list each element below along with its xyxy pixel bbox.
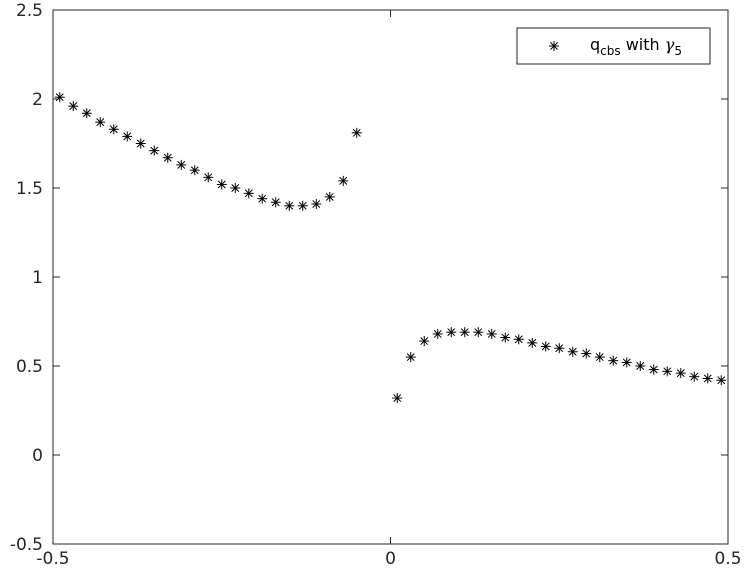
y-tick-label: 1 bbox=[32, 268, 43, 288]
data-point bbox=[432, 328, 443, 339]
data-point bbox=[716, 375, 727, 386]
data-point bbox=[392, 393, 403, 404]
data-point bbox=[203, 172, 214, 183]
y-tick-label: 0.5 bbox=[16, 357, 43, 377]
data-point bbox=[594, 352, 605, 363]
data-point bbox=[338, 175, 349, 186]
data-point bbox=[554, 343, 565, 354]
legend-label-gamma-sub: 5 bbox=[674, 44, 682, 58]
legend-asterisk bbox=[549, 41, 559, 51]
data-point bbox=[527, 337, 538, 348]
data-point bbox=[419, 336, 430, 347]
y-tick-label: 2 bbox=[32, 90, 43, 110]
data-point bbox=[540, 341, 551, 352]
data-point bbox=[108, 124, 119, 135]
data-point bbox=[621, 357, 632, 368]
x-tick-label: -0.5 bbox=[36, 549, 69, 569]
data-point bbox=[702, 373, 713, 384]
data-point bbox=[284, 200, 295, 211]
data-point bbox=[608, 355, 619, 366]
data-point bbox=[95, 117, 106, 128]
data-point bbox=[351, 127, 362, 138]
x-tick-label: 0.5 bbox=[714, 549, 741, 569]
data-point bbox=[297, 200, 308, 211]
data-point bbox=[54, 92, 65, 103]
data-point bbox=[162, 152, 173, 163]
data-point bbox=[473, 327, 484, 338]
plot-area bbox=[53, 10, 728, 544]
data-point bbox=[662, 366, 673, 377]
data-point bbox=[189, 165, 200, 176]
data-point bbox=[176, 159, 187, 170]
data-point bbox=[149, 145, 160, 156]
y-tick-label: 2.5 bbox=[16, 1, 43, 21]
data-point bbox=[324, 191, 335, 202]
data-point bbox=[675, 368, 686, 379]
legend-label-with: with bbox=[621, 35, 665, 54]
y-tick-label: 1.5 bbox=[16, 179, 43, 199]
data-point bbox=[459, 327, 470, 338]
data-point bbox=[513, 334, 524, 345]
data-point bbox=[122, 131, 133, 142]
legend-marker-asterisk-icon bbox=[549, 41, 559, 51]
data-point bbox=[635, 361, 646, 371]
data-point bbox=[257, 193, 268, 204]
data-point bbox=[581, 348, 592, 359]
legend: qcbs with γ5 bbox=[516, 27, 711, 65]
data-point bbox=[500, 332, 511, 343]
data-point bbox=[243, 188, 254, 199]
data-point bbox=[689, 371, 700, 382]
data-point bbox=[270, 197, 281, 208]
data-point bbox=[486, 328, 497, 339]
x-tick-label: 0 bbox=[385, 549, 396, 569]
data-point bbox=[230, 183, 241, 193]
points-layer bbox=[54, 92, 727, 404]
data-point bbox=[567, 346, 578, 357]
data-point bbox=[135, 138, 146, 149]
data-point bbox=[81, 108, 92, 119]
y-tick-label: -0.5 bbox=[10, 535, 43, 555]
data-point bbox=[405, 352, 416, 363]
data-point bbox=[446, 327, 457, 338]
data-point bbox=[216, 179, 227, 190]
data-point bbox=[311, 199, 322, 210]
data-point bbox=[648, 364, 659, 375]
data-point bbox=[68, 101, 79, 112]
legend-label-sub: cbs bbox=[600, 44, 620, 58]
ticks-layer: -0.5 0 0.5 -0.5 0 0.5 1 1.5 2 2.5 bbox=[10, 1, 742, 569]
legend-label-main: q bbox=[590, 35, 600, 54]
legend-label-gamma: γ bbox=[665, 35, 675, 54]
y-tick-label: 0 bbox=[32, 446, 43, 466]
legend-label: qcbs with γ5 bbox=[590, 35, 682, 58]
